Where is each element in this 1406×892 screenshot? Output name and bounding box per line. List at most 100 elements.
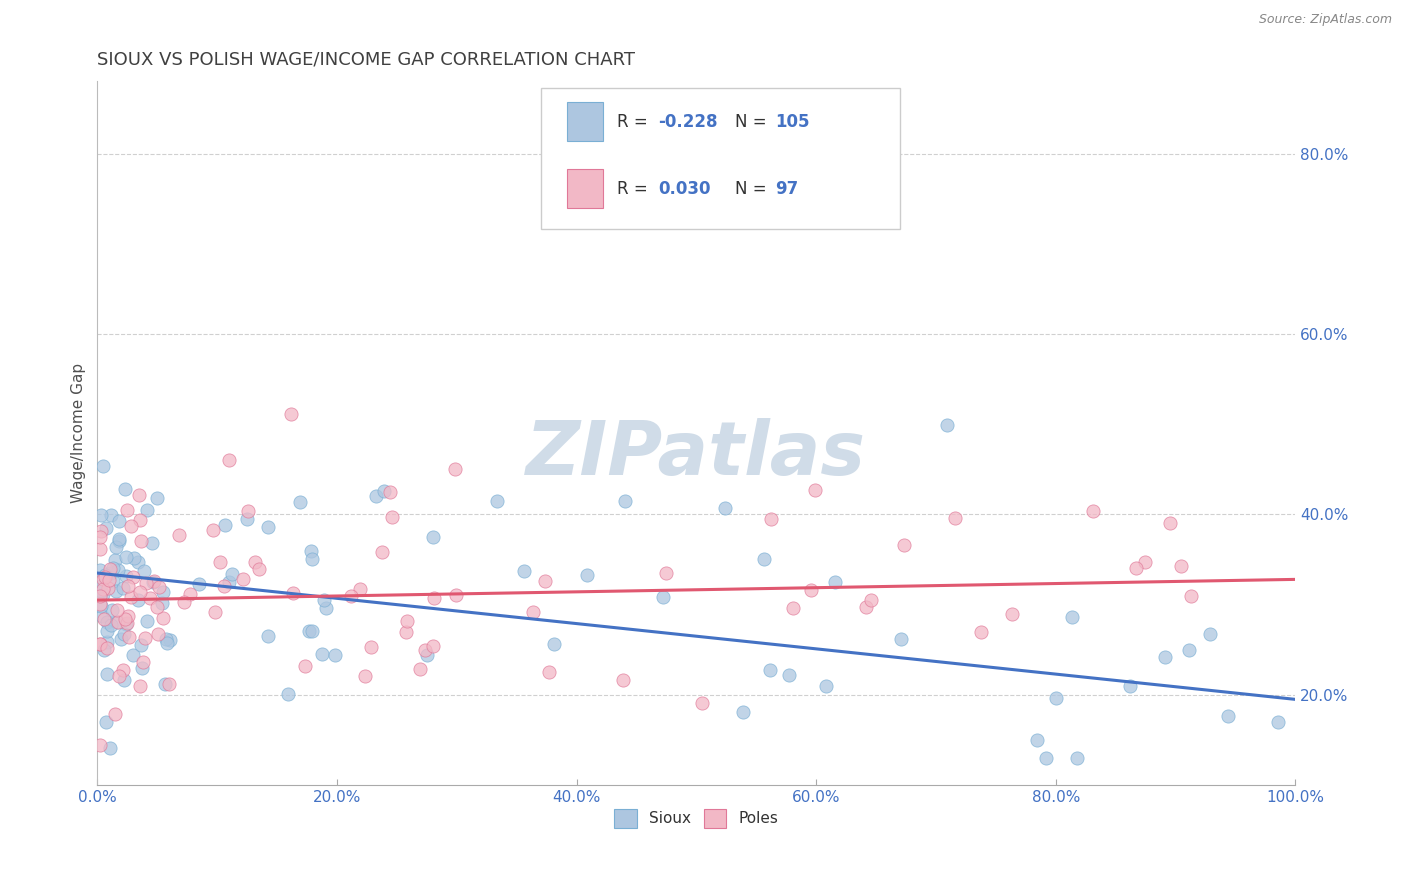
- Point: [395, 624, 418, 639]
- Text: Source: ZipAtlas.com: Source: ZipAtlas.com: [1258, 13, 1392, 27]
- Point: [243, 555, 266, 569]
- Point: [146, 626, 169, 640]
- Point: [122, 551, 145, 566]
- Y-axis label: Wage/Income Gap: Wage/Income Gap: [72, 363, 86, 503]
- Point: [132, 655, 155, 669]
- Point: [800, 583, 823, 598]
- Point: [782, 600, 804, 615]
- Point: [1066, 751, 1088, 765]
- Text: N =: N =: [735, 179, 772, 198]
- Point: [129, 513, 152, 527]
- Point: [104, 583, 127, 598]
- Point: [221, 567, 243, 582]
- Point: [104, 553, 127, 567]
- Point: [90, 599, 112, 613]
- Point: [128, 585, 150, 599]
- Point: [1125, 561, 1147, 575]
- Point: [93, 642, 115, 657]
- Point: [100, 618, 122, 632]
- Point: [173, 594, 195, 608]
- Point: [159, 632, 181, 647]
- Point: [89, 637, 111, 651]
- Point: [187, 576, 209, 591]
- Point: [89, 563, 111, 577]
- Text: 0.030: 0.030: [658, 179, 710, 198]
- Point: [534, 574, 557, 589]
- Point: [97, 573, 120, 587]
- Text: R =: R =: [617, 112, 654, 131]
- Point: [690, 696, 713, 710]
- Point: [970, 625, 993, 640]
- Point: [115, 550, 138, 565]
- Point: [100, 508, 122, 523]
- Point: [513, 564, 536, 578]
- Point: [354, 669, 377, 683]
- Point: [107, 563, 129, 577]
- Point: [232, 572, 254, 586]
- Point: [115, 569, 138, 583]
- FancyBboxPatch shape: [567, 103, 603, 141]
- Point: [90, 583, 112, 598]
- Point: [1180, 589, 1202, 603]
- Point: [143, 574, 166, 589]
- Point: [815, 679, 838, 693]
- Point: [89, 579, 111, 593]
- Point: [409, 662, 432, 676]
- Point: [120, 519, 142, 533]
- Point: [94, 568, 117, 582]
- Point: [1216, 709, 1239, 723]
- Point: [93, 586, 115, 600]
- Point: [131, 661, 153, 675]
- Point: [315, 600, 337, 615]
- Point: [94, 521, 117, 535]
- Point: [486, 494, 509, 508]
- Point: [651, 591, 673, 605]
- Text: R =: R =: [617, 179, 654, 198]
- Point: [301, 552, 323, 566]
- Point: [101, 561, 124, 575]
- Point: [89, 541, 111, 556]
- Point: [1153, 650, 1175, 665]
- Point: [96, 667, 118, 681]
- Point: [714, 501, 737, 516]
- Text: 97: 97: [776, 179, 799, 198]
- Point: [122, 570, 145, 584]
- Point: [141, 535, 163, 549]
- Point: [778, 668, 800, 682]
- Point: [90, 524, 112, 538]
- Point: [101, 574, 124, 589]
- Point: [277, 687, 299, 701]
- Point: [138, 591, 160, 605]
- Point: [1062, 610, 1084, 624]
- Point: [89, 530, 111, 544]
- Point: [89, 637, 111, 651]
- Point: [1119, 680, 1142, 694]
- Point: [129, 679, 152, 693]
- Point: [152, 611, 174, 625]
- Point: [135, 575, 157, 590]
- Point: [444, 461, 467, 475]
- Point: [136, 503, 159, 517]
- Point: [96, 641, 118, 656]
- Point: [1159, 516, 1181, 530]
- Point: [423, 591, 446, 605]
- Point: [89, 738, 111, 752]
- Point: [364, 489, 387, 503]
- Point: [349, 582, 371, 596]
- Point: [294, 659, 316, 673]
- Point: [89, 590, 111, 604]
- Point: [155, 632, 177, 646]
- Point: [323, 648, 346, 662]
- Point: [129, 638, 152, 652]
- Point: [413, 643, 436, 657]
- Point: [98, 740, 121, 755]
- Point: [114, 612, 136, 626]
- Point: [146, 600, 169, 615]
- Point: [752, 552, 775, 566]
- Point: [218, 574, 240, 589]
- Point: [1001, 607, 1024, 621]
- Point: [299, 543, 322, 558]
- Point: [218, 452, 240, 467]
- Point: [1035, 751, 1057, 765]
- Point: [112, 673, 135, 687]
